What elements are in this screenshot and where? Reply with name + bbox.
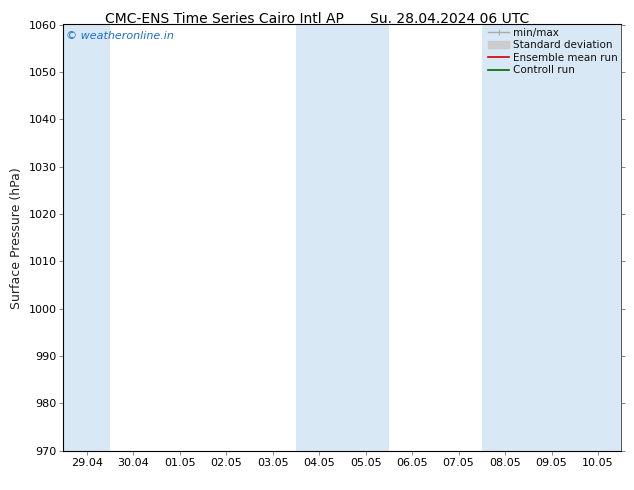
Bar bbox=[482, 24, 621, 451]
Text: CMC-ENS Time Series Cairo Intl AP      Su. 28.04.2024 06 UTC: CMC-ENS Time Series Cairo Intl AP Su. 28… bbox=[105, 12, 529, 26]
Text: © weatheronline.in: © weatheronline.in bbox=[66, 31, 174, 41]
Bar bbox=[63, 24, 110, 451]
Y-axis label: Surface Pressure (hPa): Surface Pressure (hPa) bbox=[10, 167, 23, 309]
Legend: min/max, Standard deviation, Ensemble mean run, Controll run: min/max, Standard deviation, Ensemble me… bbox=[488, 27, 618, 75]
Bar bbox=[296, 24, 389, 451]
